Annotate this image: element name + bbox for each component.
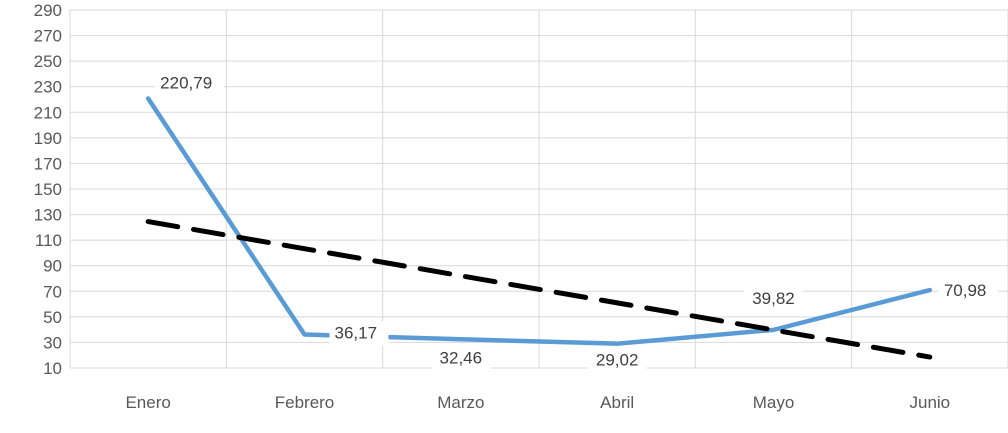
data-point xyxy=(303,333,306,337)
data-label: 220,79 xyxy=(160,73,212,92)
data-point xyxy=(459,337,463,341)
y-tick-label: 150 xyxy=(34,180,62,199)
data-point xyxy=(772,328,775,332)
data-point xyxy=(928,288,932,292)
x-tick-label: Marzo xyxy=(437,393,484,412)
y-axis-tick-labels: 10 30 50 70 90 110 130 150 170 190 210 230 250 270 290 xyxy=(34,1,62,378)
y-tick-label: 290 xyxy=(34,1,62,20)
y-tick-label: 190 xyxy=(34,129,62,148)
x-tick-label: Junio xyxy=(910,393,951,412)
x-tick-label: Abril xyxy=(600,393,634,412)
data-label-background xyxy=(744,286,803,311)
y-tick-label: 70 xyxy=(43,282,62,301)
y-tick-label: 10 xyxy=(43,359,62,378)
data-label-background xyxy=(431,346,491,371)
y-tick-label: 130 xyxy=(34,206,62,225)
chart-gridlines xyxy=(69,9,1008,369)
data-label: 29,02 xyxy=(596,351,639,370)
chart-series xyxy=(145,96,933,346)
x-axis-tick-labels: Enero Febrero Marzo Abril Mayo Junio xyxy=(125,393,950,412)
data-label: 36,17 xyxy=(335,324,378,343)
x-tick-label: Febrero xyxy=(275,393,335,412)
data-label: 32,46 xyxy=(440,348,483,367)
data-label-background xyxy=(587,348,647,373)
y-tick-label: 270 xyxy=(34,27,62,46)
x-tick-label: Enero xyxy=(125,393,170,412)
trendline xyxy=(145,219,933,360)
y-tick-label: 50 xyxy=(43,308,62,327)
y-tick-label: 250 xyxy=(34,52,62,71)
x-tick-label: Mayo xyxy=(753,393,795,412)
data-point xyxy=(615,342,619,346)
y-tick-label: 170 xyxy=(34,154,62,173)
y-tick-label: 110 xyxy=(35,231,62,250)
data-point xyxy=(146,96,150,100)
chart-data-labels: 220,79 36,17 32,46 29,02 39,82 70,98 xyxy=(155,71,998,373)
data-label: 70,98 xyxy=(944,281,987,300)
y-tick-label: 230 xyxy=(34,78,62,97)
y-tick-label: 210 xyxy=(34,103,62,122)
data-label-background xyxy=(938,279,998,304)
chart-trendline xyxy=(145,219,933,360)
series-line xyxy=(145,96,933,346)
data-label-background xyxy=(155,71,224,96)
y-tick-label: 90 xyxy=(43,257,62,276)
data-label: 39,82 xyxy=(752,289,795,308)
data-label-background xyxy=(329,321,389,346)
y-tick-label: 30 xyxy=(43,333,62,352)
